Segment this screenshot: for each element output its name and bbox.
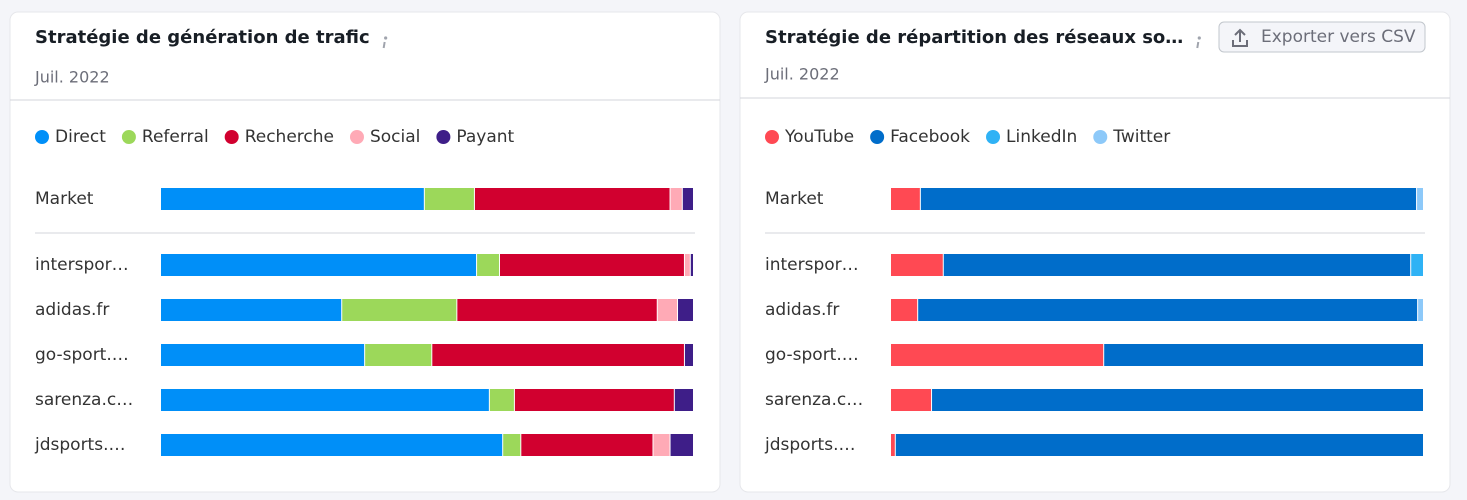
row-label: go-sport.… [35,345,129,365]
legend-dot [1093,130,1108,144]
row-label: jdsports.… [764,435,855,455]
bar-segment [891,188,920,210]
bar-segment [1417,188,1423,210]
bar-segment [424,188,474,210]
bar-segment [918,299,1418,321]
bar-segment [342,299,457,321]
subtitle: Juil. 2022 [34,68,110,87]
legend-label[interactable]: Payant [456,127,514,147]
row-label: interspor… [765,255,859,275]
bar-segment [690,254,693,276]
legend-dot [224,130,239,144]
export-icon [1232,28,1248,47]
export-label[interactable]: Exporter vers CSV [1261,27,1416,47]
row-label: adidas.fr [35,300,109,320]
bar-segment [895,434,1423,456]
row-label: sarenza.c… [35,390,133,410]
bar-segment [521,434,653,456]
row-label: interspor… [35,255,129,275]
bar-segment [1411,254,1423,276]
bar-segment [503,434,521,456]
legend-dot [121,130,136,144]
legend-label[interactable]: Social [370,127,420,147]
legend-dot [870,130,885,144]
row-label: Market [35,189,94,209]
bar-segment [891,434,895,456]
legend-dot [349,130,364,144]
bar-segment [474,188,670,210]
legend-label[interactable]: YouTube [784,127,854,147]
card [739,11,1451,493]
bar-segment [161,434,503,456]
bar-segment [514,389,674,411]
bar-segment [1418,299,1423,321]
bar-segment [657,299,678,321]
bar-segment [457,299,657,321]
bar-segment [678,299,693,321]
bar-segment [920,188,1417,210]
bar-segment [891,344,1104,366]
legend-dot [986,130,1001,144]
bar-segment [670,188,682,210]
bar-segment [161,254,477,276]
bar-segment [682,188,693,210]
bar-segment [432,344,684,366]
bar-segment [891,389,932,411]
bar-segment [161,188,424,210]
bar-segment [499,254,684,276]
export-button[interactable] [1218,21,1426,53]
bar-segment [489,389,514,411]
legend-label[interactable]: Twitter [1112,127,1170,147]
legend-dot [35,130,49,144]
bar-segment [1104,344,1423,366]
info-icon [1196,41,1200,49]
bar-segment [684,254,690,276]
row-label: Market [765,189,824,209]
bar-segment [161,389,489,411]
legend-label[interactable]: Direct [55,127,106,147]
bar-segment [161,344,365,366]
info-icon [382,41,386,49]
legend-label[interactable]: LinkedIn [1006,127,1077,147]
legend-label[interactable]: Recherche [245,127,334,147]
bar-segment [891,254,943,276]
legend-label[interactable]: Referral [142,127,209,147]
row-label: adidas.fr [765,300,839,320]
bar-segment [674,389,693,411]
legend-dot [765,130,779,144]
legend-dot [436,130,451,144]
bar-segment [932,389,1423,411]
bar-segment [943,254,1411,276]
row-label: jdsports.… [34,435,125,455]
card [9,11,721,493]
info-icon [1197,36,1201,40]
row-label: sarenza.c… [765,390,863,410]
bar-segment [670,434,693,456]
bar-segment [161,299,342,321]
bar-segment [891,299,918,321]
chart-title: Stratégie de répartition des réseaux so… [765,27,1183,48]
info-icon [384,36,388,40]
chart-title: Stratégie de génération de trafic [35,27,370,48]
bar-segment [365,344,432,366]
bar-segment [684,344,693,366]
bar-segment [477,254,499,276]
bar-segment [653,434,670,456]
legend-label[interactable]: Facebook [890,127,970,147]
row-label: go-sport.… [765,345,859,365]
subtitle: Juil. 2022 [764,65,840,84]
